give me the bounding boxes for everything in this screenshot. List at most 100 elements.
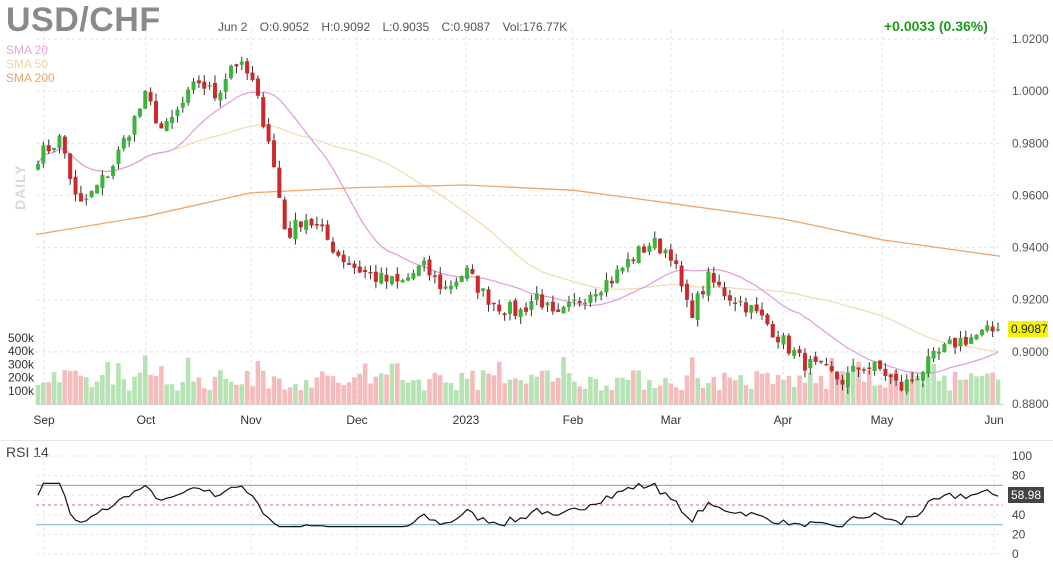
- candle-down[interactable]: [776, 336, 781, 343]
- candle-down[interactable]: [910, 379, 915, 382]
- candle-up[interactable]: [454, 281, 459, 287]
- candle-down[interactable]: [288, 228, 293, 238]
- candle-down[interactable]: [684, 283, 689, 300]
- candle-up[interactable]: [406, 277, 411, 281]
- candle-down[interactable]: [330, 241, 335, 253]
- candle-down[interactable]: [325, 224, 330, 240]
- candle-down[interactable]: [202, 81, 207, 89]
- candle-up[interactable]: [422, 260, 427, 266]
- candle-up[interactable]: [593, 294, 598, 297]
- candle-up[interactable]: [411, 273, 416, 279]
- candle-up[interactable]: [996, 328, 1001, 331]
- candle-up[interactable]: [652, 237, 657, 249]
- candle-down[interactable]: [352, 263, 357, 268]
- candle-up[interactable]: [518, 309, 523, 318]
- candle-up[interactable]: [604, 279, 609, 293]
- candle-down[interactable]: [802, 352, 807, 371]
- candle-down[interactable]: [368, 272, 373, 274]
- candle-down[interactable]: [320, 224, 325, 227]
- candle-up[interactable]: [229, 65, 234, 78]
- candle-up[interactable]: [974, 334, 979, 340]
- candle-up[interactable]: [239, 61, 244, 65]
- candle-down[interactable]: [556, 309, 561, 312]
- candle-down[interactable]: [888, 374, 893, 377]
- sma50-legend[interactable]: SMA 50: [6, 57, 49, 71]
- sma200-line[interactable]: [35, 184, 1001, 257]
- candle-up[interactable]: [636, 246, 641, 264]
- candle-up[interactable]: [985, 325, 990, 331]
- candle-down[interactable]: [883, 368, 888, 376]
- candle-down[interactable]: [711, 273, 716, 283]
- candle-down[interactable]: [642, 246, 647, 253]
- candle-up[interactable]: [400, 280, 405, 283]
- candle-up[interactable]: [207, 85, 212, 87]
- candle-up[interactable]: [121, 138, 126, 149]
- candle-down[interactable]: [577, 301, 582, 304]
- candle-up[interactable]: [920, 371, 925, 381]
- candle-down[interactable]: [153, 101, 158, 124]
- candle-up[interactable]: [529, 301, 534, 310]
- candle-down[interactable]: [513, 300, 518, 317]
- candle-down[interactable]: [743, 302, 748, 313]
- candle-down[interactable]: [797, 349, 802, 353]
- candle-up[interactable]: [872, 361, 877, 372]
- candle-down[interactable]: [878, 360, 883, 369]
- candle-up[interactable]: [534, 293, 539, 301]
- candle-up[interactable]: [416, 265, 421, 276]
- candle-up[interactable]: [958, 337, 963, 347]
- candle-up[interactable]: [84, 198, 89, 201]
- candle-down[interactable]: [899, 381, 904, 391]
- candle-up[interactable]: [89, 190, 94, 198]
- candle-down[interactable]: [277, 167, 282, 198]
- candle-down[interactable]: [212, 82, 217, 99]
- candle-down[interactable]: [550, 301, 555, 312]
- candle-up[interactable]: [561, 306, 566, 314]
- candle-down[interactable]: [475, 275, 480, 293]
- candle-down[interactable]: [963, 336, 968, 345]
- candle-down[interactable]: [282, 199, 287, 230]
- candle-down[interactable]: [234, 64, 239, 67]
- candle-down[interactable]: [470, 269, 475, 274]
- candle-up[interactable]: [979, 329, 984, 336]
- candle-up[interactable]: [915, 378, 920, 381]
- candle-down[interactable]: [363, 269, 368, 273]
- candle-down[interactable]: [727, 295, 732, 301]
- candle-up[interactable]: [926, 356, 931, 374]
- candle-up[interactable]: [792, 350, 797, 356]
- candle-up[interactable]: [223, 79, 228, 92]
- candle-down[interactable]: [524, 307, 529, 312]
- candle-down[interactable]: [631, 259, 636, 262]
- candle-down[interactable]: [690, 300, 695, 318]
- candle-up[interactable]: [100, 174, 105, 189]
- candle-up[interactable]: [904, 379, 909, 392]
- candle-down[interactable]: [314, 224, 319, 226]
- candle-down[interactable]: [486, 289, 491, 305]
- candle-down[interactable]: [867, 367, 872, 369]
- candle-up[interactable]: [625, 258, 630, 268]
- candle-down[interactable]: [62, 136, 67, 154]
- candle-down[interactable]: [765, 314, 770, 325]
- candle-down[interactable]: [717, 281, 722, 286]
- candle-up[interactable]: [620, 267, 625, 272]
- candle-up[interactable]: [845, 372, 850, 388]
- candle-down[interactable]: [813, 356, 818, 362]
- candle-down[interactable]: [824, 364, 829, 366]
- candle-up[interactable]: [588, 294, 593, 304]
- sma20-legend[interactable]: SMA 20: [6, 43, 49, 57]
- candle-up[interactable]: [175, 109, 180, 116]
- candle-up[interactable]: [663, 249, 668, 254]
- candle-down[interactable]: [266, 124, 271, 142]
- candle-down[interactable]: [336, 251, 341, 256]
- candle-up[interactable]: [304, 220, 309, 230]
- candle-up[interactable]: [647, 245, 652, 252]
- candle-up[interactable]: [137, 108, 142, 117]
- sma20-line[interactable]: [37, 91, 999, 375]
- candle-down[interactable]: [148, 92, 153, 102]
- candle-down[interactable]: [733, 302, 738, 304]
- candle-up[interactable]: [41, 145, 46, 164]
- candle-up[interactable]: [583, 302, 588, 305]
- candle-up[interactable]: [143, 91, 148, 109]
- candle-down[interactable]: [46, 145, 51, 152]
- candle-up[interactable]: [218, 92, 223, 101]
